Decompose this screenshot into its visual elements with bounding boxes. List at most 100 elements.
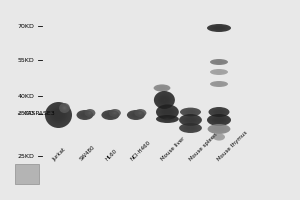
Ellipse shape <box>56 112 62 118</box>
Ellipse shape <box>110 110 119 116</box>
Ellipse shape <box>215 135 223 139</box>
Ellipse shape <box>112 111 118 115</box>
Ellipse shape <box>157 93 172 107</box>
Ellipse shape <box>110 114 111 115</box>
Ellipse shape <box>82 113 88 117</box>
Ellipse shape <box>214 110 224 114</box>
Ellipse shape <box>207 114 231 126</box>
Ellipse shape <box>215 127 223 131</box>
Ellipse shape <box>182 116 199 124</box>
Ellipse shape <box>162 98 167 102</box>
Ellipse shape <box>105 112 116 118</box>
Ellipse shape <box>89 112 91 114</box>
Ellipse shape <box>83 114 87 116</box>
Ellipse shape <box>159 87 165 89</box>
Ellipse shape <box>188 111 193 113</box>
Ellipse shape <box>137 111 144 115</box>
Ellipse shape <box>208 107 230 117</box>
Ellipse shape <box>179 114 202 126</box>
Ellipse shape <box>163 109 172 115</box>
Text: 70KD: 70KD <box>18 23 34 28</box>
Ellipse shape <box>216 83 222 85</box>
Ellipse shape <box>52 109 65 121</box>
Ellipse shape <box>217 71 221 73</box>
Ellipse shape <box>61 104 68 112</box>
Ellipse shape <box>166 111 169 113</box>
Ellipse shape <box>127 110 145 120</box>
Ellipse shape <box>214 82 224 86</box>
Ellipse shape <box>213 26 225 30</box>
Ellipse shape <box>212 70 226 74</box>
Ellipse shape <box>217 136 221 138</box>
Ellipse shape <box>215 27 223 29</box>
Ellipse shape <box>210 69 228 75</box>
Ellipse shape <box>87 111 93 115</box>
Ellipse shape <box>63 107 66 109</box>
Ellipse shape <box>84 114 86 115</box>
Ellipse shape <box>214 134 224 140</box>
Ellipse shape <box>160 107 174 117</box>
Text: 35KD: 35KD <box>18 111 34 116</box>
Ellipse shape <box>159 96 170 104</box>
Ellipse shape <box>210 81 228 87</box>
Ellipse shape <box>79 111 91 119</box>
Ellipse shape <box>156 85 168 91</box>
Text: HL60: HL60 <box>104 148 118 162</box>
Ellipse shape <box>137 111 143 115</box>
Ellipse shape <box>214 83 224 85</box>
Ellipse shape <box>184 125 197 131</box>
Ellipse shape <box>215 110 223 114</box>
Ellipse shape <box>218 129 220 130</box>
Ellipse shape <box>217 83 221 85</box>
Ellipse shape <box>215 118 223 122</box>
Ellipse shape <box>216 135 222 139</box>
Text: CASPASE3: CASPASE3 <box>23 111 55 116</box>
Ellipse shape <box>81 113 89 117</box>
Ellipse shape <box>108 114 112 116</box>
Ellipse shape <box>185 126 196 130</box>
Ellipse shape <box>213 117 225 123</box>
Ellipse shape <box>214 60 224 64</box>
Ellipse shape <box>156 115 179 123</box>
Ellipse shape <box>179 123 202 133</box>
Ellipse shape <box>211 108 227 116</box>
Ellipse shape <box>136 110 145 116</box>
Ellipse shape <box>133 113 139 117</box>
Ellipse shape <box>212 82 226 86</box>
Ellipse shape <box>156 104 179 120</box>
Ellipse shape <box>216 128 222 130</box>
Ellipse shape <box>59 103 70 113</box>
Ellipse shape <box>54 110 63 120</box>
Ellipse shape <box>210 25 228 31</box>
Ellipse shape <box>210 59 228 65</box>
Ellipse shape <box>218 119 220 121</box>
Text: Mouse spleen: Mouse spleen <box>188 132 219 162</box>
Ellipse shape <box>217 61 221 63</box>
Ellipse shape <box>165 118 170 120</box>
Ellipse shape <box>62 106 67 110</box>
Ellipse shape <box>159 106 176 118</box>
Ellipse shape <box>162 117 173 121</box>
Ellipse shape <box>111 111 118 115</box>
Ellipse shape <box>129 111 142 119</box>
Ellipse shape <box>184 116 197 124</box>
Ellipse shape <box>131 113 140 117</box>
Ellipse shape <box>187 110 194 114</box>
Ellipse shape <box>160 87 164 89</box>
Ellipse shape <box>107 113 114 117</box>
Ellipse shape <box>214 127 224 131</box>
Ellipse shape <box>106 113 115 117</box>
Ellipse shape <box>88 112 92 114</box>
Ellipse shape <box>139 112 142 114</box>
Ellipse shape <box>214 61 224 63</box>
Ellipse shape <box>188 127 193 129</box>
Ellipse shape <box>113 112 117 114</box>
Ellipse shape <box>80 112 90 118</box>
Ellipse shape <box>154 84 170 92</box>
Ellipse shape <box>210 116 228 124</box>
Ellipse shape <box>186 118 195 122</box>
Ellipse shape <box>158 86 166 90</box>
Ellipse shape <box>165 110 170 114</box>
Text: Mouse thymus: Mouse thymus <box>217 130 249 162</box>
Text: 55KD: 55KD <box>18 58 34 62</box>
